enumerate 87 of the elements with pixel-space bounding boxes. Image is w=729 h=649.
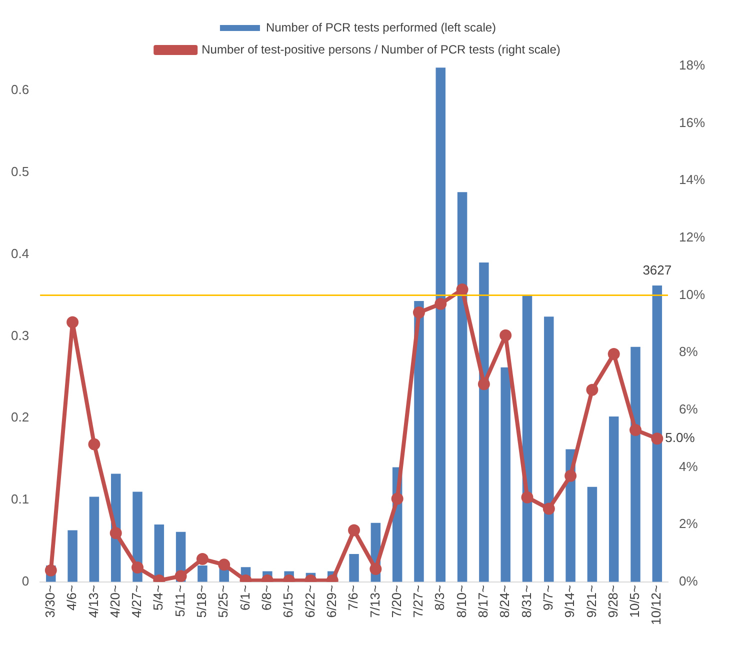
x-tick-label: 8/31~ xyxy=(518,584,534,618)
x-tick-label: 4/6~ xyxy=(64,584,80,611)
y-tick-label: 0 xyxy=(22,573,30,588)
x-tick-label: 5/4~ xyxy=(150,584,166,611)
point xyxy=(630,424,642,436)
y2-tick-label: 10% xyxy=(678,286,706,302)
x-tick-label: 8/17~ xyxy=(476,584,491,618)
bar xyxy=(349,554,359,582)
y2-tick-label: 16% xyxy=(678,114,706,130)
point xyxy=(132,562,144,574)
x-tick-label: 9/14~ xyxy=(562,584,578,618)
x-tick-label: 5/11~ xyxy=(172,584,188,617)
point xyxy=(456,284,468,296)
y2-tick-label: 12% xyxy=(678,230,706,245)
bar xyxy=(544,316,554,582)
y2-tick-label: 18% xyxy=(678,58,706,73)
x-tick-label: 6/22~ xyxy=(302,584,318,618)
x-tick-label: 7/27~ xyxy=(410,584,426,618)
x-tick-label: 3/30~ xyxy=(42,584,58,618)
point xyxy=(651,432,664,445)
point xyxy=(521,491,534,504)
y-tick-label: 0.2 xyxy=(10,410,30,425)
y2-tick-label: 0% xyxy=(678,573,698,588)
x-tick-label: 8/24~ xyxy=(497,584,512,618)
point xyxy=(542,502,555,515)
bar xyxy=(89,496,100,582)
x-tick-label: 10/12~ xyxy=(648,584,664,625)
x-tick-label: 7/20~ xyxy=(388,584,404,618)
x-tick-label: 7/6~ xyxy=(346,584,361,611)
x-tick-label: 6/29~ xyxy=(324,584,339,618)
x-tick-label: 10/5~ xyxy=(627,584,642,618)
legend-label: Number of PCR tests performed (left scale) xyxy=(266,20,496,34)
point xyxy=(391,492,404,505)
point xyxy=(174,570,187,582)
x-tick-label: 6/1~ xyxy=(237,584,252,611)
point xyxy=(88,438,100,450)
point xyxy=(434,298,447,310)
bar xyxy=(479,262,489,582)
y-tick-label: 0.6 xyxy=(10,82,30,98)
y-tick-label: 0.4 xyxy=(10,246,30,261)
point xyxy=(196,552,208,565)
x-tick-label: 4/20~ xyxy=(107,584,122,618)
bar xyxy=(500,367,510,582)
bar xyxy=(457,192,468,582)
bar xyxy=(68,530,78,582)
x-tick-label: 9/7~ xyxy=(540,584,556,611)
x-tick-label: 5/18~ xyxy=(194,584,210,618)
y2-tick-label: 14% xyxy=(678,172,706,188)
point xyxy=(478,378,490,390)
point xyxy=(564,470,577,482)
x-tick-label: 4/13~ xyxy=(86,584,101,618)
point xyxy=(348,524,360,536)
x-tick-label: 4/27~ xyxy=(129,584,144,618)
point xyxy=(608,348,620,360)
x-tick-label: 8/3~ xyxy=(432,584,448,611)
point xyxy=(218,558,230,571)
bar xyxy=(630,346,640,582)
bar xyxy=(436,68,446,582)
y2-tick-label: 4% xyxy=(678,458,698,474)
x-tick-label: 8/10~ xyxy=(454,584,469,618)
x-tick-label: 7/13~ xyxy=(367,584,382,618)
y2-tick-label: 6% xyxy=(678,401,698,416)
y-tick-label: 0.1 xyxy=(10,492,30,507)
y2-tick-label: 8% xyxy=(678,344,698,360)
legend-label: Number of test-positive persons / Number of PCR tests (right scale) xyxy=(202,42,560,56)
x-tick-label: 9/28~ xyxy=(605,584,620,618)
point xyxy=(66,316,79,328)
x-tick-label: 6/15~ xyxy=(280,584,296,618)
x-tick-label: 9/21~ xyxy=(584,584,599,618)
point xyxy=(500,329,512,342)
bar xyxy=(587,486,598,582)
y2-tick-label: 2% xyxy=(678,516,698,532)
bar xyxy=(652,285,662,582)
bar xyxy=(198,566,208,582)
point xyxy=(44,564,57,576)
x-tick-label: 5/25~ xyxy=(216,584,231,618)
point xyxy=(412,306,425,318)
y-tick-label: 0.3 xyxy=(10,328,30,343)
point xyxy=(586,384,598,396)
bar xyxy=(608,416,619,582)
data-label: 5.0% xyxy=(665,430,696,446)
x-tick-label: 6/8~ xyxy=(258,584,274,611)
y-tick-label: 0.5 xyxy=(10,164,30,180)
bar xyxy=(414,301,424,582)
point xyxy=(370,562,382,575)
annotation: 3627 xyxy=(642,262,672,278)
point xyxy=(110,527,122,540)
